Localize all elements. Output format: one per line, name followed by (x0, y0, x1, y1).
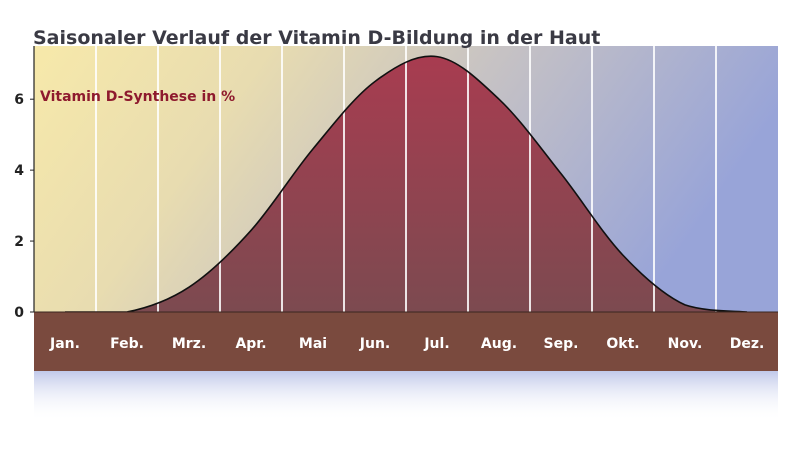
y-tick-label: 6 (14, 92, 24, 108)
month-label: Dez. (730, 336, 765, 352)
y-ticks: 0 2 4 6 (14, 92, 34, 321)
month-label: Aug. (481, 336, 517, 352)
chart-title: Saisonaler Verlauf der Vitamin D-Bildung… (33, 27, 600, 49)
month-label: Mrz. (172, 336, 206, 352)
y-tick-label: 4 (14, 163, 24, 179)
reflection (34, 371, 778, 421)
month-label: Jan. (49, 336, 80, 352)
month-label: Mai (299, 336, 327, 352)
month-label: Nov. (668, 336, 703, 352)
synthesis-curve (64, 55, 748, 313)
y-tick-label: 0 (14, 305, 24, 321)
month-band (34, 312, 778, 371)
month-label: Apr. (235, 336, 266, 352)
month-label: Sep. (544, 336, 579, 352)
y-tick-label: 2 (14, 234, 24, 250)
month-label: Jul. (423, 336, 449, 352)
month-label: Jun. (359, 336, 390, 352)
month-label: Feb. (110, 336, 144, 352)
series-label: Vitamin D-Synthese in % (40, 89, 235, 105)
month-label: Okt. (606, 336, 639, 352)
x-ticks: Jan. Feb. Mrz. Apr. Mai Jun. Jul. Aug. Sep. Okt. N… (49, 336, 764, 352)
